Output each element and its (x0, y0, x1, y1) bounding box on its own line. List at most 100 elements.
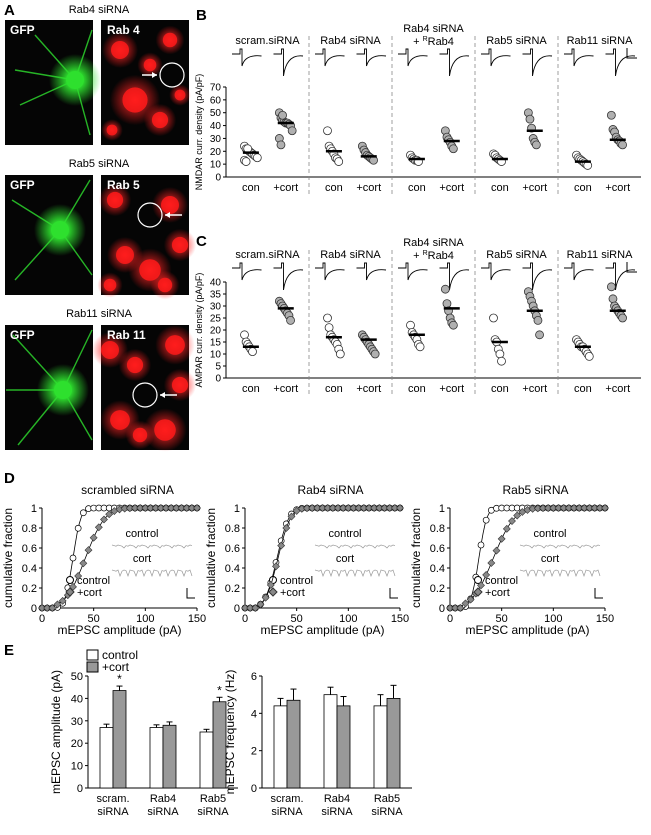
current-trace (232, 262, 262, 281)
y-axis-label: AMPAR curr. density (pA/pF) (194, 273, 204, 388)
cumulative-point (151, 504, 160, 512)
category-label: siRNA (321, 806, 353, 818)
data-point (287, 126, 297, 136)
y-tick-label: 0.6 (225, 543, 240, 555)
inset-label: control (533, 528, 566, 540)
condition-label: Rab4 siRNA (403, 23, 464, 35)
y-tick-label: 2 (251, 746, 257, 758)
data-point (533, 315, 543, 325)
cumulative-point (74, 524, 82, 532)
rab-puncta (161, 196, 179, 214)
x-tick-label: 150 (188, 613, 206, 625)
cumulative-point (162, 504, 170, 512)
x-axis-label: mEPSC amplitude (pA) (260, 623, 384, 637)
condition-label: Rab11 siRNA (567, 249, 633, 261)
y-tick-label: 0.2 (22, 583, 37, 595)
cumulative-point (105, 510, 114, 519)
legend-marker (474, 576, 482, 584)
inset-label: control (125, 528, 158, 540)
rab-puncta (116, 246, 134, 264)
cumulative-title: Rab5 siRNA (502, 483, 568, 497)
category-label: scram. (97, 793, 130, 805)
y-tick-label: 0.8 (22, 523, 37, 535)
current-trace (398, 48, 428, 67)
gfp-dendrite (14, 229, 61, 281)
group-label: con (408, 182, 426, 194)
y-tick-label: 0 (234, 603, 240, 615)
bar (212, 701, 227, 789)
inset-trace (519, 569, 601, 578)
cumulative-point (266, 581, 275, 589)
x-tick-label: 150 (596, 613, 614, 625)
data-point (442, 299, 452, 309)
scale-bar (186, 588, 195, 599)
y-tick-label: 4 (251, 708, 257, 720)
bar (162, 724, 177, 789)
rab-puncta (122, 87, 148, 113)
y-axis-label: mEPSC frequency (Hz) (223, 670, 237, 795)
current-trace (315, 48, 345, 67)
gfp-dendrite (34, 34, 76, 81)
rab-puncta (103, 278, 117, 292)
group-label: +cort (356, 182, 381, 194)
x-axis-label: mEPSC amplitude (pA) (465, 623, 589, 637)
x-tick-label: 0 (447, 613, 453, 625)
arrow-head (152, 72, 157, 78)
cumulative-point (339, 504, 348, 512)
data-point (334, 157, 344, 166)
data-point (240, 330, 249, 340)
data-point (531, 140, 541, 150)
y-tick-label: 20 (71, 738, 83, 750)
current-trace (356, 262, 387, 281)
group-label: +cort (522, 182, 547, 194)
group-label: +cort (273, 182, 298, 194)
data-point (618, 313, 627, 323)
condition-label: Rab5 siRNA (486, 249, 547, 261)
group-label: con (574, 383, 592, 395)
group-label: con (242, 182, 260, 194)
y-tick-label: 20 (210, 147, 222, 158)
legend-marker (65, 587, 75, 597)
rab-puncta (143, 58, 157, 72)
current-trace (398, 262, 428, 281)
y-tick-label: 0.8 (430, 523, 445, 535)
rab-label: Rab 5 (107, 178, 140, 192)
legend-label: control (280, 575, 313, 587)
current-trace (564, 48, 594, 67)
cumulative-point (246, 604, 255, 612)
bar (373, 705, 388, 789)
cumulative-point (323, 504, 332, 512)
current-trace (356, 48, 387, 67)
current-trace (522, 262, 553, 291)
cumulative-point (575, 504, 584, 512)
gfp-dendrite (74, 29, 93, 81)
data-point (606, 282, 616, 292)
current-trace (605, 262, 636, 291)
y-tick-label: 40 (210, 278, 222, 289)
cumulative-point (585, 504, 594, 512)
data-point (276, 140, 286, 150)
arrow-head (165, 212, 170, 218)
y-tick-label: 1 (439, 503, 445, 515)
cumulative-point (277, 541, 286, 550)
y-tick-label: 10 (210, 350, 222, 361)
y-tick-label: 6 (251, 671, 257, 683)
y-axis-label: cumulative fraction (1, 508, 15, 608)
current-trace (564, 262, 594, 281)
current-trace (481, 48, 511, 67)
y-tick-label: 5 (215, 362, 221, 373)
cumulative-point (241, 604, 249, 612)
inset-trace (111, 544, 193, 549)
legend-marker (66, 576, 74, 584)
current-trace (481, 262, 511, 281)
y-tick-label: 0 (31, 603, 37, 615)
cumulative-point (349, 504, 358, 512)
rab-puncta (110, 410, 130, 430)
cumulative-point (74, 572, 83, 580)
gfp-dendrite (17, 389, 64, 446)
scale-bar (389, 588, 398, 599)
panel-letter-b: B (196, 7, 207, 24)
panel-letter-e: E (4, 642, 14, 659)
cumulative-point (69, 554, 77, 562)
